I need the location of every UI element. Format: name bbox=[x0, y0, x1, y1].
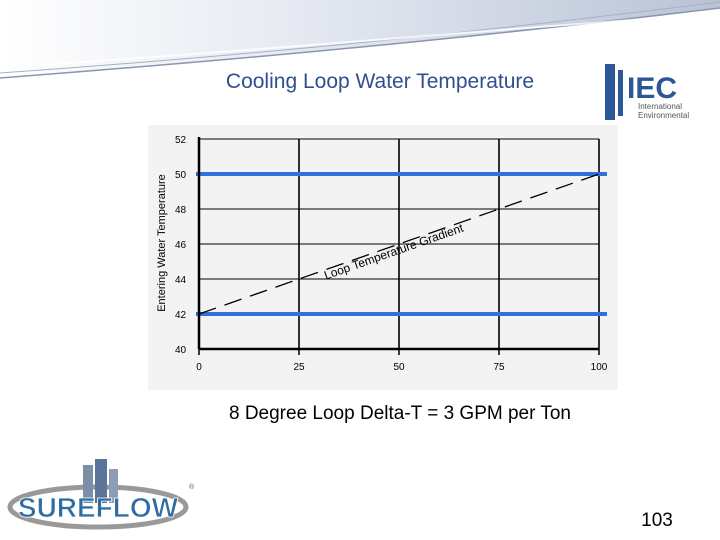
iec-logo-mark: IEC bbox=[627, 72, 677, 105]
y-tick-label-40: 40 bbox=[175, 345, 187, 356]
series-line-0 bbox=[198, 173, 600, 315]
tick-labels: 40 42 44 46 48 50 52 0 25 50 75 100 bbox=[175, 135, 608, 373]
series-group bbox=[198, 173, 600, 315]
reference-lines bbox=[196, 172, 607, 316]
slide-caption: 8 Degree Loop Delta-T = 3 GPM per Ton bbox=[228, 403, 572, 424]
sureflow-logo: SUREFLOW ® bbox=[7, 459, 195, 530]
sureflow-logo-building bbox=[83, 465, 93, 503]
sureflow-logo-text: SUREFLOW bbox=[18, 492, 179, 523]
registered-mark: ® bbox=[189, 483, 195, 491]
sureflow-logo-building bbox=[109, 469, 118, 503]
sureflow-logo-building bbox=[95, 459, 107, 503]
slide-title: Cooling Loop Water Temperature bbox=[225, 70, 535, 93]
x-tick-label-100: 100 bbox=[591, 362, 608, 373]
x-tick-label-50: 50 bbox=[393, 362, 405, 373]
chart-background bbox=[148, 125, 618, 390]
iec-logo-line1: International bbox=[638, 102, 682, 111]
y-tick-label-46: 46 bbox=[175, 240, 187, 251]
iec-logo: IEC International Environmental bbox=[605, 64, 689, 120]
header-swoosh bbox=[0, 0, 720, 80]
iec-logo-line2: Environmental bbox=[638, 111, 689, 120]
chart-axes bbox=[197, 137, 600, 355]
iec-logo-mark-bar bbox=[618, 70, 623, 116]
y-tick-label-50: 50 bbox=[175, 170, 187, 181]
x-tick-label-75: 75 bbox=[493, 362, 505, 373]
x-tick-label-0: 0 bbox=[196, 362, 202, 373]
temperature-chart: 40 42 44 46 48 50 52 0 25 50 75 100 Entering Water … bbox=[148, 125, 618, 390]
x-tick-label-25: 25 bbox=[293, 362, 305, 373]
y-tick-label-44: 44 bbox=[175, 275, 187, 286]
y-tick-label-52: 52 bbox=[175, 135, 187, 146]
y-tick-label-42: 42 bbox=[175, 310, 187, 321]
page-number: 103 bbox=[641, 510, 673, 531]
iec-logo-mark-bar bbox=[605, 64, 615, 120]
y-tick-label-48: 48 bbox=[175, 205, 187, 216]
y-axis-label: Entering Water Temperature bbox=[156, 174, 168, 312]
